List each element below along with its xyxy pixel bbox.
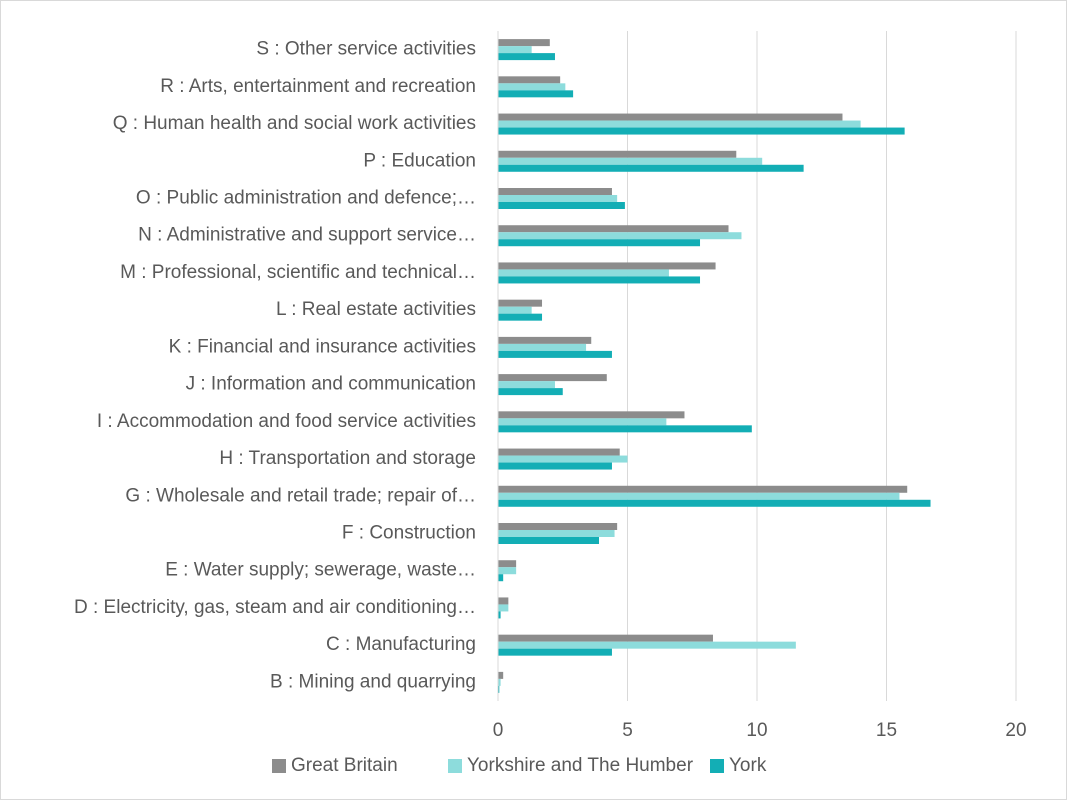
y-tick-label: H : Transportation and storage <box>219 448 476 469</box>
bar <box>498 425 752 433</box>
bar <box>498 46 532 54</box>
bar <box>498 164 804 172</box>
bar <box>498 90 574 98</box>
x-tick-label: 0 <box>493 720 504 741</box>
bar <box>498 188 612 195</box>
bar <box>498 157 763 165</box>
bar <box>498 574 504 582</box>
bar <box>498 276 701 284</box>
bar <box>498 523 618 530</box>
y-tick-label: P : Education <box>363 150 476 171</box>
bar <box>498 455 628 463</box>
bar <box>498 537 600 544</box>
legend-swatch <box>710 759 724 773</box>
x-tick-label: 5 <box>622 720 633 741</box>
bar <box>498 671 504 679</box>
bar <box>498 202 625 209</box>
bar <box>498 76 561 84</box>
y-tick-label: R : Arts, entertainment and recreation <box>160 76 476 97</box>
legend-label: Yorkshire and The Humber <box>467 755 694 776</box>
bar <box>498 120 861 128</box>
bar <box>498 313 543 321</box>
y-tick-label: Q : Human health and social work activit… <box>113 113 476 134</box>
y-tick-label: F : Construction <box>342 523 476 544</box>
bar <box>498 530 615 537</box>
bar <box>498 604 509 612</box>
bar <box>498 678 501 686</box>
y-tick-label: C : Manufacturing <box>326 634 476 655</box>
bar <box>498 299 543 307</box>
legend-label: Great Britain <box>291 755 398 776</box>
bar <box>498 648 612 656</box>
bar <box>498 567 517 575</box>
bar <box>498 685 500 693</box>
x-tick-label: 15 <box>876 720 897 741</box>
bar <box>498 492 900 500</box>
bar <box>498 388 563 396</box>
bar <box>498 634 713 642</box>
bar <box>498 560 517 568</box>
y-tick-label: B : Mining and quarrying <box>270 671 476 692</box>
y-tick-label: I : Accommodation and food service activ… <box>97 411 476 432</box>
x-tick-label: 20 <box>1005 720 1026 741</box>
x-tick-label: 10 <box>746 720 767 741</box>
y-tick-label: M : Professional, scientific and technic… <box>120 262 476 283</box>
bar <box>498 381 555 389</box>
y-tick-label: J : Information and communication <box>186 374 476 395</box>
bar <box>498 499 931 507</box>
bar <box>498 127 905 135</box>
bar <box>498 641 796 649</box>
bar <box>498 39 550 47</box>
bar <box>498 462 612 470</box>
bar <box>498 150 737 158</box>
bar <box>498 611 501 619</box>
y-tick-label: N : Administrative and support service… <box>138 225 476 246</box>
bar <box>498 485 908 493</box>
bar <box>498 418 667 426</box>
y-tick-label: D : Electricity, gas, steam and air cond… <box>74 597 476 618</box>
y-tick-label: K : Financial and insurance activities <box>169 336 476 357</box>
legend-swatch <box>272 759 286 773</box>
bar <box>498 195 618 202</box>
y-tick-label: L : Real estate activities <box>276 299 476 320</box>
bar <box>498 350 612 358</box>
bar <box>498 262 716 270</box>
bar <box>498 343 587 351</box>
bar <box>498 411 685 419</box>
y-tick-label: O : Public administration and defence;… <box>136 188 476 209</box>
bar <box>498 113 843 121</box>
bar <box>498 374 607 382</box>
bar <box>498 83 566 91</box>
bar <box>498 336 592 344</box>
bar <box>498 306 532 314</box>
legend-label: York <box>729 755 767 776</box>
bar <box>498 225 729 233</box>
bar <box>498 269 669 277</box>
y-tick-label: E : Water supply; sewerage, waste… <box>165 560 476 581</box>
bar <box>498 448 620 456</box>
bar <box>498 53 555 61</box>
bar <box>498 232 742 240</box>
y-tick-label: S : Other service activities <box>256 39 476 60</box>
bar <box>498 239 701 247</box>
bar <box>498 597 509 605</box>
y-tick-label: G : Wholesale and retail trade; repair o… <box>125 485 476 506</box>
legend-swatch <box>448 759 462 773</box>
